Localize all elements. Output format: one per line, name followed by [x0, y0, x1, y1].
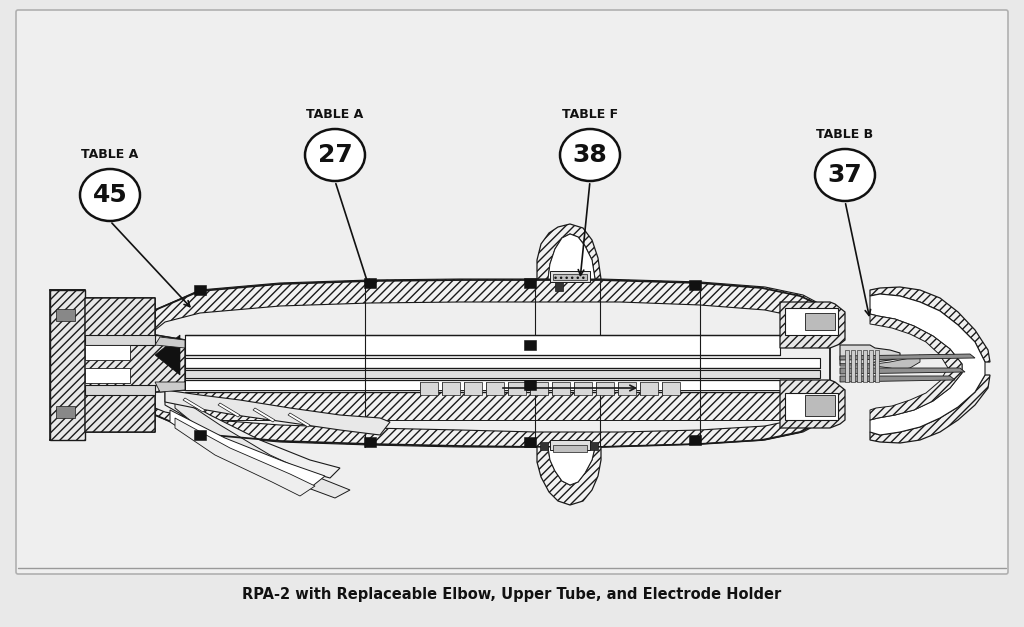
- Polygon shape: [185, 335, 780, 355]
- FancyBboxPatch shape: [16, 10, 1008, 574]
- Polygon shape: [870, 287, 990, 362]
- Text: TABLE A: TABLE A: [306, 108, 364, 121]
- Polygon shape: [194, 430, 206, 440]
- Polygon shape: [85, 385, 155, 395]
- Polygon shape: [524, 380, 536, 390]
- Polygon shape: [175, 418, 315, 496]
- Polygon shape: [56, 309, 75, 321]
- Polygon shape: [874, 350, 879, 382]
- Polygon shape: [618, 382, 636, 395]
- Polygon shape: [165, 390, 340, 478]
- Polygon shape: [56, 406, 75, 418]
- Polygon shape: [851, 350, 855, 382]
- Polygon shape: [85, 345, 130, 360]
- Polygon shape: [590, 442, 598, 450]
- Polygon shape: [155, 395, 830, 447]
- Text: TABLE B: TABLE B: [816, 128, 873, 141]
- Polygon shape: [840, 368, 965, 374]
- Polygon shape: [530, 382, 548, 395]
- Polygon shape: [194, 285, 206, 295]
- Polygon shape: [596, 382, 614, 395]
- Polygon shape: [442, 382, 460, 395]
- Polygon shape: [85, 335, 155, 345]
- Polygon shape: [780, 302, 845, 348]
- Polygon shape: [863, 350, 867, 382]
- Polygon shape: [785, 308, 838, 335]
- Polygon shape: [689, 280, 701, 290]
- Text: RPA-2 with Replaceable Elbow, Upper Tube, and Electrode Holder: RPA-2 with Replaceable Elbow, Upper Tube…: [243, 587, 781, 603]
- Polygon shape: [553, 445, 587, 452]
- Polygon shape: [85, 298, 185, 432]
- Polygon shape: [524, 437, 536, 447]
- Polygon shape: [869, 350, 873, 382]
- Polygon shape: [537, 447, 601, 505]
- Text: 45: 45: [92, 183, 127, 207]
- Polygon shape: [175, 395, 350, 498]
- Polygon shape: [185, 370, 820, 378]
- Text: TABLE F: TABLE F: [562, 108, 618, 121]
- Polygon shape: [840, 354, 975, 360]
- Polygon shape: [550, 271, 590, 282]
- Polygon shape: [662, 382, 680, 395]
- Ellipse shape: [815, 149, 874, 201]
- Polygon shape: [870, 294, 985, 435]
- Polygon shape: [780, 380, 845, 428]
- Text: TABLE A: TABLE A: [81, 148, 138, 161]
- Polygon shape: [464, 382, 482, 395]
- Polygon shape: [553, 274, 587, 280]
- Text: 37: 37: [827, 163, 862, 187]
- Polygon shape: [185, 358, 820, 368]
- Polygon shape: [540, 442, 548, 450]
- Polygon shape: [840, 376, 955, 382]
- Polygon shape: [155, 382, 185, 392]
- Polygon shape: [524, 340, 536, 350]
- Polygon shape: [550, 440, 590, 450]
- Polygon shape: [420, 382, 438, 395]
- Text: 38: 38: [572, 143, 607, 167]
- Ellipse shape: [80, 169, 140, 221]
- Polygon shape: [364, 437, 376, 447]
- Ellipse shape: [305, 129, 365, 181]
- Polygon shape: [840, 345, 900, 364]
- Polygon shape: [486, 382, 504, 395]
- Polygon shape: [50, 290, 85, 440]
- Polygon shape: [689, 435, 701, 445]
- Polygon shape: [548, 447, 595, 485]
- Ellipse shape: [560, 129, 620, 181]
- Polygon shape: [640, 382, 658, 395]
- Polygon shape: [155, 279, 830, 335]
- Polygon shape: [552, 382, 570, 395]
- Polygon shape: [537, 224, 601, 279]
- Polygon shape: [840, 355, 920, 370]
- Polygon shape: [524, 278, 536, 288]
- Polygon shape: [185, 392, 780, 420]
- Polygon shape: [508, 382, 526, 395]
- Polygon shape: [183, 398, 205, 412]
- Polygon shape: [155, 337, 185, 348]
- Polygon shape: [253, 408, 275, 422]
- Text: 27: 27: [317, 143, 352, 167]
- Polygon shape: [85, 368, 130, 383]
- Polygon shape: [218, 403, 240, 417]
- Polygon shape: [185, 380, 820, 390]
- Polygon shape: [574, 382, 592, 395]
- Polygon shape: [805, 313, 835, 330]
- Polygon shape: [548, 234, 595, 279]
- Polygon shape: [805, 395, 835, 416]
- Polygon shape: [165, 390, 390, 435]
- Polygon shape: [364, 278, 376, 288]
- Polygon shape: [857, 350, 861, 382]
- Polygon shape: [170, 410, 325, 488]
- Polygon shape: [845, 350, 849, 382]
- Polygon shape: [870, 375, 990, 443]
- Polygon shape: [555, 282, 563, 291]
- Polygon shape: [155, 335, 180, 375]
- Polygon shape: [785, 393, 838, 420]
- Polygon shape: [288, 413, 310, 427]
- Polygon shape: [870, 314, 962, 420]
